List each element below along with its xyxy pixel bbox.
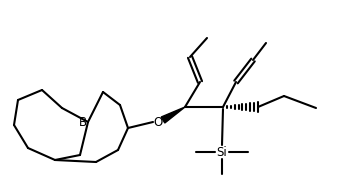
Text: Si: Si bbox=[216, 146, 227, 158]
Text: B: B bbox=[79, 116, 87, 128]
Text: O: O bbox=[153, 116, 163, 128]
Polygon shape bbox=[161, 107, 185, 123]
